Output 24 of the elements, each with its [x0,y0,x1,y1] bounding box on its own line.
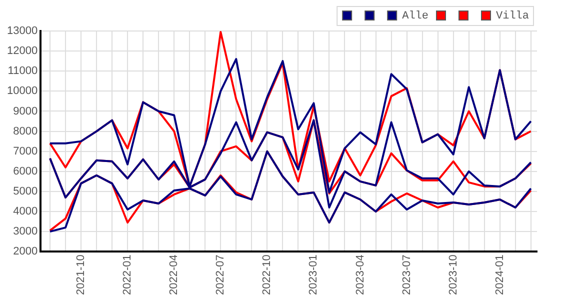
y-tick-label: 12000 [6,45,38,58]
y-tick-label: 7000 [13,145,38,158]
y-tick-label: 11000 [8,65,38,78]
y-tick-label: 3000 [13,226,38,238]
y-tick-label: 8000 [13,125,38,138]
x-tick-label: 2023-04 [354,254,366,296]
y-tick-label: 5000 [13,185,38,198]
legend-label: Villa [496,10,530,22]
x-tick-label: 2021-10 [75,254,88,296]
y-tick-label: 2000 [13,246,38,258]
legend-label: Alle [402,10,428,22]
y-tick-label: 13000 [6,25,38,38]
x-tick-label: 2022-10 [261,254,274,296]
x-tick-label: 2023-10 [447,254,460,296]
y-tick-label: 4000 [13,206,38,218]
x-tick-label: 2024-01 [494,254,506,296]
x-tick-label: 2022-04 [168,254,180,296]
y-tick-label: 10000 [6,85,38,98]
x-tick-label: 2022-01 [122,254,134,296]
x-tick-label: 2023-01 [308,254,320,296]
y-tick-label: 6000 [13,165,38,178]
x-tick-label: 2022-07 [214,254,227,296]
x-tick-label: 2023-07 [400,254,413,296]
y-tick-label: 9000 [13,105,38,118]
